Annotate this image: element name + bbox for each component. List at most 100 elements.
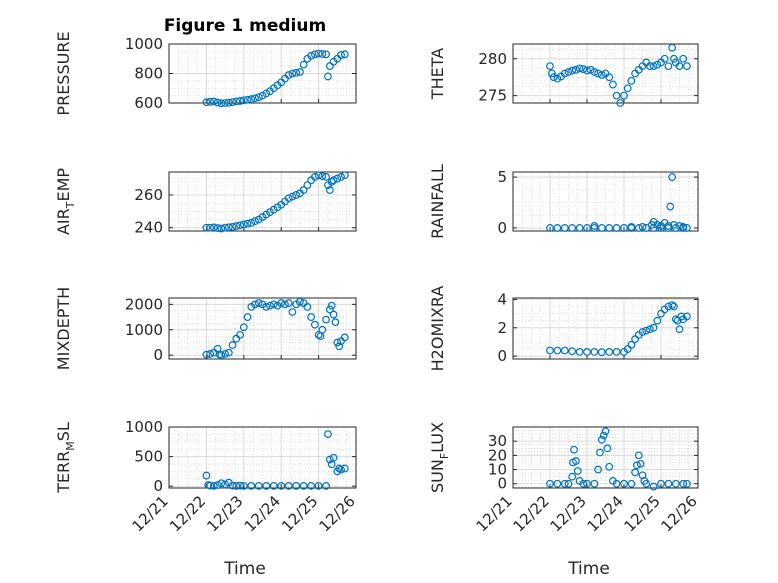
data-point bbox=[232, 334, 241, 343]
data-point bbox=[605, 348, 614, 356]
data-point bbox=[329, 310, 338, 319]
data-point bbox=[217, 99, 226, 108]
data-point bbox=[217, 351, 226, 360]
data-point bbox=[206, 223, 215, 232]
data-point bbox=[307, 313, 316, 321]
data-point bbox=[202, 471, 211, 480]
data-point bbox=[251, 217, 259, 226]
data-point bbox=[590, 348, 599, 356]
y-tick-label: 500 bbox=[134, 448, 163, 466]
data-point bbox=[679, 54, 688, 63]
data-point bbox=[627, 340, 636, 349]
y-tick-label: 280 bbox=[478, 50, 507, 68]
data-point bbox=[236, 221, 244, 230]
data-point bbox=[568, 472, 577, 481]
axes-box bbox=[512, 171, 699, 232]
data-point bbox=[206, 350, 215, 358]
data-point bbox=[560, 346, 569, 355]
data-point bbox=[649, 482, 658, 491]
data-point bbox=[310, 50, 319, 59]
x-tick-label: 12/22 bbox=[510, 492, 553, 535]
data-point bbox=[605, 462, 614, 471]
data-point bbox=[251, 300, 259, 309]
data-point bbox=[579, 65, 588, 73]
data-point bbox=[322, 315, 330, 324]
data-point bbox=[616, 99, 625, 107]
data-point bbox=[594, 465, 602, 474]
subplot-pressure: 600 800 1000 PRESSURE bbox=[54, 31, 357, 116]
data-point bbox=[284, 299, 293, 307]
data-point bbox=[224, 348, 233, 357]
data-point bbox=[329, 453, 338, 462]
data-point bbox=[599, 431, 608, 440]
data-point bbox=[284, 194, 293, 203]
axes-box bbox=[512, 297, 699, 360]
data-point bbox=[327, 177, 336, 186]
subplot-h2omixra: 0 2 4 H2OMIXRA bbox=[428, 286, 699, 371]
data-point bbox=[262, 482, 271, 490]
data-point bbox=[269, 300, 278, 309]
data-point bbox=[325, 455, 334, 464]
data-point bbox=[670, 54, 678, 63]
data-point bbox=[583, 66, 591, 75]
data-point bbox=[631, 69, 639, 78]
data-point bbox=[620, 91, 628, 100]
y-axis-label: SUNFLUX bbox=[428, 422, 451, 493]
data-point bbox=[573, 467, 582, 475]
data-point bbox=[239, 220, 248, 229]
x-tick-label: 12/21 bbox=[473, 492, 516, 535]
data-point bbox=[638, 328, 647, 336]
data-point bbox=[553, 346, 562, 355]
data-point bbox=[549, 73, 558, 82]
data-point bbox=[299, 60, 308, 69]
data-point bbox=[337, 173, 345, 181]
data-point bbox=[303, 181, 312, 190]
data-point bbox=[221, 223, 230, 232]
data-point bbox=[318, 50, 327, 58]
data-point bbox=[603, 444, 612, 453]
y-tick-label: 4 bbox=[497, 290, 507, 308]
data-point bbox=[620, 224, 628, 232]
data-point bbox=[202, 350, 211, 359]
data-point bbox=[284, 71, 293, 79]
data-point bbox=[679, 223, 688, 231]
data-point bbox=[653, 316, 662, 325]
y-axis-label: RAINFALL bbox=[428, 164, 447, 239]
data-point bbox=[646, 62, 654, 71]
data-point bbox=[324, 72, 332, 81]
data-point bbox=[239, 323, 248, 332]
data-point bbox=[228, 481, 237, 490]
y-tick-label: 0 bbox=[153, 477, 163, 495]
data-point bbox=[299, 482, 308, 490]
data-point bbox=[224, 223, 233, 232]
data-point bbox=[247, 482, 256, 490]
data-point bbox=[292, 68, 301, 77]
data-point bbox=[288, 69, 297, 78]
subplot-theta: 275 280 THETA bbox=[428, 43, 699, 107]
data-point bbox=[337, 465, 345, 474]
data-point bbox=[314, 49, 323, 58]
data-point bbox=[224, 98, 233, 107]
data-point bbox=[335, 464, 344, 473]
data-point bbox=[683, 479, 691, 488]
data-point bbox=[314, 482, 323, 490]
data-point bbox=[590, 479, 599, 488]
y-tick-label: 2 bbox=[497, 319, 507, 337]
data-point bbox=[547, 69, 556, 78]
data-point bbox=[638, 223, 647, 231]
data-point bbox=[546, 346, 554, 355]
data-point bbox=[666, 202, 675, 211]
data-point bbox=[649, 62, 658, 71]
data-point bbox=[217, 479, 226, 488]
x-tick-label: 12/25 bbox=[278, 492, 321, 535]
data-point bbox=[325, 186, 334, 194]
data-point bbox=[318, 172, 327, 180]
data-point bbox=[612, 224, 621, 232]
data-point bbox=[310, 173, 319, 181]
subplot-air-temp: 240 260 AIRTEMP bbox=[54, 168, 357, 237]
data-point bbox=[564, 479, 573, 488]
data-point bbox=[202, 98, 211, 107]
data-point bbox=[568, 347, 577, 356]
y-tick-label: 30 bbox=[488, 432, 507, 450]
